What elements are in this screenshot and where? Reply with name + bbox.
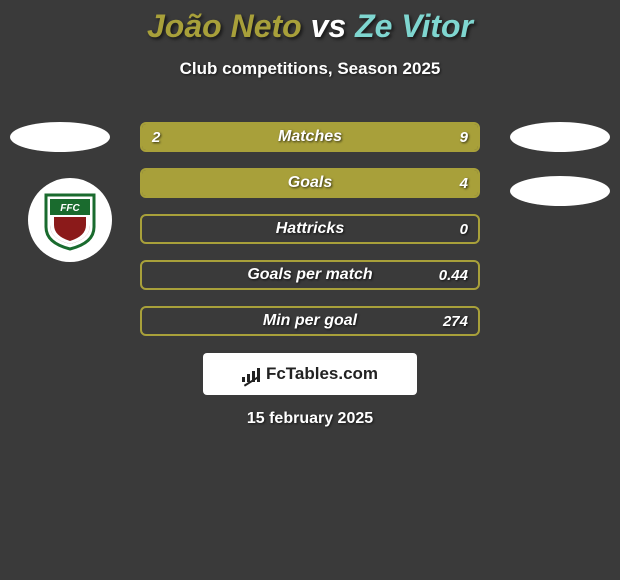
player2-badge-placeholder-1: [510, 122, 610, 152]
stat-right-value: 4: [460, 170, 468, 196]
player1-badge-placeholder: [10, 122, 110, 152]
chart-icon: [242, 366, 262, 382]
stat-label: Min per goal: [142, 308, 478, 334]
player2-name: Ze Vitor: [355, 8, 473, 44]
date: 15 february 2025: [0, 410, 620, 428]
stat-label: Matches: [142, 124, 478, 150]
player1-name: João Neto: [147, 8, 302, 44]
subtitle: Club competitions, Season 2025: [0, 59, 620, 79]
stat-right-value: 274: [443, 308, 468, 334]
vs-text: vs: [311, 8, 347, 44]
stat-bar: Min per goal274: [140, 306, 480, 336]
stat-right-value: 0: [460, 216, 468, 242]
stat-label: Hattricks: [142, 216, 478, 242]
fluminense-shield-icon: FFC: [42, 189, 98, 251]
stat-bar: Hattricks0: [140, 214, 480, 244]
brand-box: FcTables.com: [203, 353, 417, 395]
stats-bars: 2Matches9 Goals4 Hattricks0 Goals per match…: [140, 122, 480, 352]
stat-right-value: 9: [460, 124, 468, 150]
stat-label: Goals: [142, 170, 478, 196]
player2-badge-placeholder-2: [510, 176, 610, 206]
stat-label: Goals per match: [142, 262, 478, 288]
stat-bar: Goals per match0.44: [140, 260, 480, 290]
stat-bar: 2Matches9: [140, 122, 480, 152]
club-badge: FFC: [28, 178, 112, 262]
stat-bar: Goals4: [140, 168, 480, 198]
comparison-title: João Neto vs Ze Vitor: [0, 0, 620, 45]
stat-right-value: 0.44: [439, 262, 468, 288]
brand-text: FcTables.com: [266, 364, 378, 384]
svg-text:FFC: FFC: [60, 203, 80, 214]
